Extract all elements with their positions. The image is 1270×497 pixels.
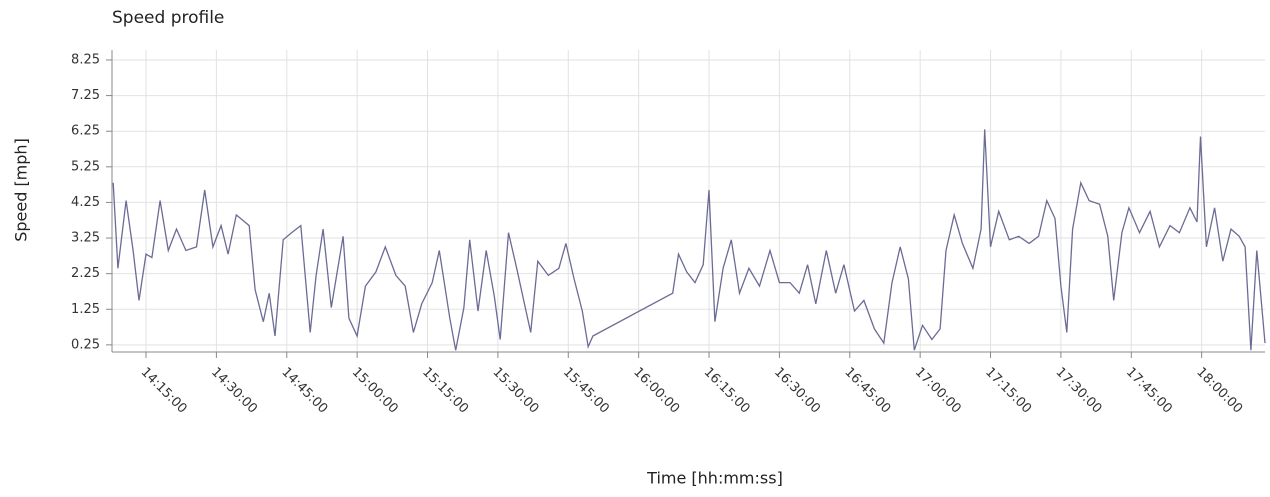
x-tick-label: 15:00:00 <box>349 365 401 417</box>
plot-area <box>112 50 1265 352</box>
speed-line <box>112 129 1266 351</box>
x-tick-label: 17:15:00 <box>982 365 1034 417</box>
y-tick-label: 7.25 <box>71 88 100 103</box>
x-axis-title: Time [hh:mm:ss] <box>646 469 783 488</box>
y-axis-title: Speed [mph] <box>12 138 31 242</box>
x-tick-label: 17:00:00 <box>912 365 964 417</box>
x-tick-label: 14:15:00 <box>138 365 190 417</box>
x-tick-label: 16:00:00 <box>630 365 682 417</box>
x-tick-label: 17:45:00 <box>1123 365 1175 417</box>
y-tick-label: 2.25 <box>71 266 100 281</box>
x-tick-label: 16:45:00 <box>841 365 893 417</box>
y-tick-label: 6.25 <box>71 124 100 139</box>
x-tick-label: 16:15:00 <box>701 365 753 417</box>
x-tick-label: 16:30:00 <box>771 365 823 417</box>
y-tick-label: 3.25 <box>71 231 100 246</box>
x-tick-label: 18:00:00 <box>1193 365 1245 417</box>
chart-title: Speed profile <box>112 8 224 28</box>
y-tick-label: 8.25 <box>71 52 100 67</box>
y-tick-label: 0.25 <box>71 337 100 352</box>
y-tick-label: 4.25 <box>71 195 100 210</box>
y-tick-label: 1.25 <box>71 302 100 317</box>
x-tick-label: 14:45:00 <box>278 365 330 417</box>
x-tick-label: 15:45:00 <box>560 365 612 417</box>
y-tick-label: 5.25 <box>71 159 100 174</box>
x-tick-label: 15:15:00 <box>419 365 471 417</box>
x-tick-label: 17:30:00 <box>1053 365 1105 417</box>
x-tick-label: 14:30:00 <box>208 365 260 417</box>
x-tick-label: 15:30:00 <box>490 365 542 417</box>
